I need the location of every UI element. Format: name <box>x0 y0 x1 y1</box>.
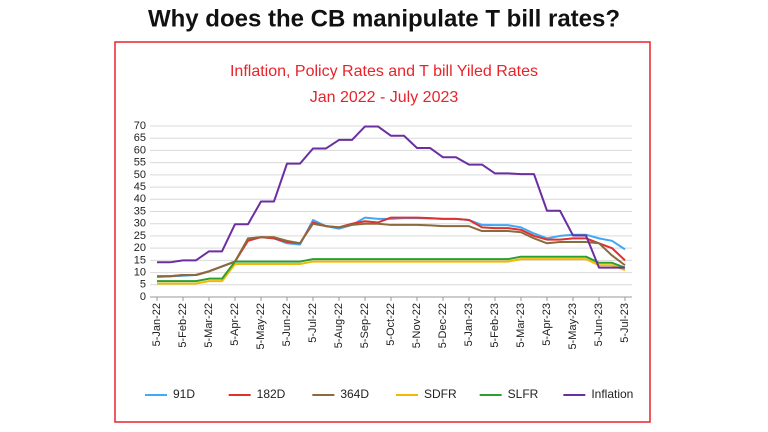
y-tick-label: 0 <box>140 291 146 303</box>
y-tick-label: 65 <box>134 132 146 144</box>
x-tick-label: 5-Mar-22 <box>203 303 215 348</box>
legend-label: Inflation <box>591 387 633 401</box>
y-tick-label: 55 <box>134 157 146 169</box>
x-tick-label: 5-Jul-22 <box>307 303 319 343</box>
x-tick-label: 5-Aug-22 <box>333 303 345 348</box>
series-line <box>157 255 626 283</box>
x-tick-label: 5-Jun-22 <box>281 303 293 346</box>
x-tick-label: 5-Jun-23 <box>593 303 605 346</box>
x-tick-label: 5-Mar-23 <box>515 303 527 348</box>
y-tick-label: 5 <box>140 279 146 291</box>
y-tick-label: 25 <box>134 230 146 242</box>
legend-label: 91D <box>173 387 195 401</box>
legend-label: 364D <box>340 387 369 401</box>
y-tick-label: 60 <box>134 144 146 156</box>
chart-frame <box>114 41 651 423</box>
y-tick-label: 35 <box>134 205 146 217</box>
x-tick-label: 5-Apr-23 <box>541 303 553 346</box>
y-tick-label: 15 <box>134 254 146 266</box>
x-tick-label: 5-Sep-22 <box>359 303 371 348</box>
chart-title: Inflation, Policy Rates and T bill Yiled… <box>230 63 538 80</box>
y-tick-label: 20 <box>134 242 146 254</box>
legend-label: SLFR <box>508 387 539 401</box>
x-tick-label: 5-Jul-23 <box>619 303 631 343</box>
x-tick-label: 5-Feb-23 <box>489 303 501 348</box>
slide-title: Why does the CB manipulate T bill rates? <box>148 5 620 32</box>
y-tick-label: 70 <box>134 120 146 132</box>
x-tick-label: 5-Feb-22 <box>177 303 189 348</box>
series-line <box>157 258 626 285</box>
x-tick-label: 5-Jan-23 <box>463 303 475 346</box>
legend-label: SDFR <box>424 387 457 401</box>
y-tick-label: 40 <box>134 193 146 205</box>
x-tick-label: 5-Nov-22 <box>411 303 423 348</box>
legend-label: 182D <box>257 387 286 401</box>
y-tick-label: 30 <box>134 218 146 230</box>
y-tick-label: 10 <box>134 266 146 278</box>
x-tick-label: 5-Apr-22 <box>229 303 241 346</box>
x-tick-label: 5-May-23 <box>567 303 579 349</box>
y-tick-label: 50 <box>134 169 146 181</box>
series-line <box>157 125 625 269</box>
x-tick-label: 5-Jan-22 <box>151 303 163 346</box>
x-tick-label: 5-Dec-22 <box>437 303 449 348</box>
x-tick-label: 5-May-22 <box>255 303 267 349</box>
y-tick-label: 45 <box>134 181 146 193</box>
x-tick-label: 5-Oct-22 <box>385 303 397 346</box>
chart-subtitle: Jan 2022 - July 2023 <box>310 89 459 106</box>
